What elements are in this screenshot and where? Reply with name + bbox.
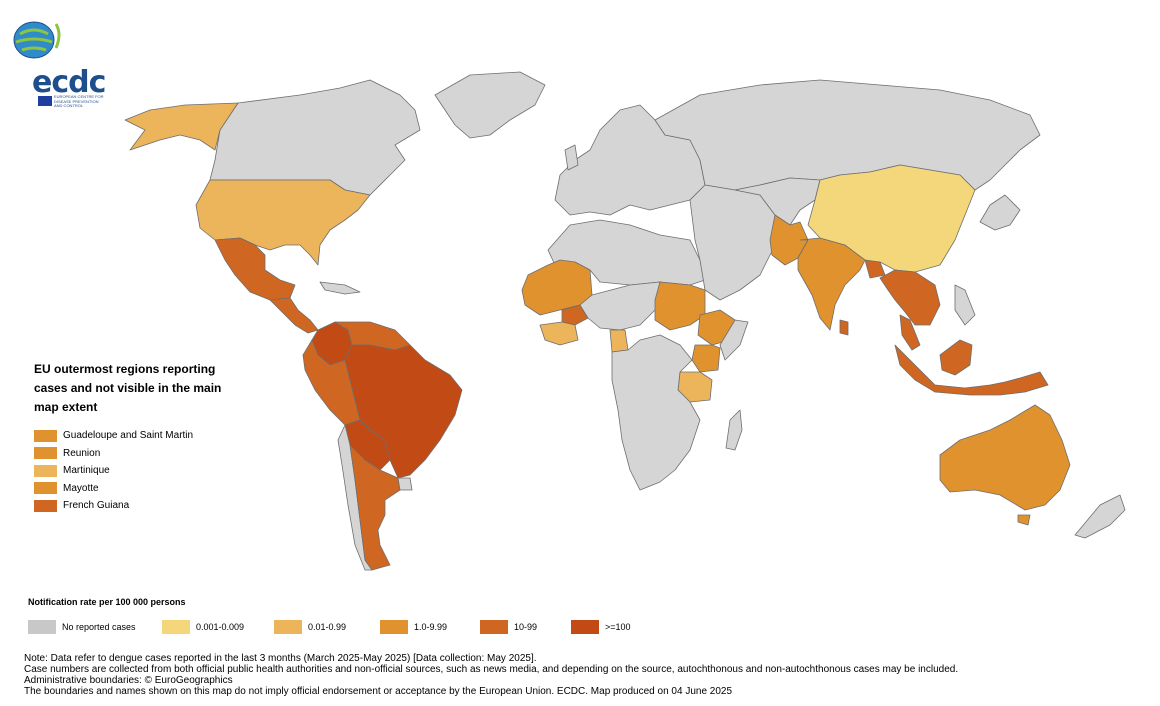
globe-icon bbox=[13, 21, 61, 59]
region-central-asia bbox=[734, 177, 821, 226]
region-new-zealand bbox=[1074, 494, 1126, 539]
region-indonesia bbox=[894, 344, 1049, 396]
legend-title: Notification rate per 100 000 persons bbox=[28, 597, 186, 607]
region-caribbean bbox=[319, 281, 361, 295]
outermost-item: French Guiana bbox=[34, 497, 234, 515]
region-china bbox=[807, 164, 976, 273]
region-brazil bbox=[344, 344, 463, 479]
region-greenland bbox=[434, 71, 546, 139]
outermost-label: Reunion bbox=[63, 447, 101, 459]
region-central-west-africa bbox=[579, 281, 661, 331]
legend-swatch bbox=[274, 620, 302, 634]
outermost-item: Reunion bbox=[34, 445, 234, 463]
legend-label: 10-99 bbox=[514, 622, 538, 632]
region-southern-africa bbox=[611, 334, 701, 491]
outermost-swatch bbox=[34, 482, 57, 495]
region-uk bbox=[564, 144, 579, 171]
outermost-regions-title: EU outermost regions reporting cases and… bbox=[34, 362, 222, 414]
outermost-swatch bbox=[34, 429, 57, 442]
legend-swatch bbox=[480, 620, 508, 634]
outermost-label: Mayotte bbox=[63, 482, 99, 494]
outermost-swatch bbox=[34, 499, 57, 512]
region-west-coast bbox=[539, 321, 579, 346]
note-line: Case numbers are collected from both off… bbox=[24, 664, 959, 675]
region-sudan bbox=[654, 281, 706, 331]
legend-item-1: 1.0-9.99 bbox=[380, 620, 447, 634]
legend-item-10: 10-99 bbox=[480, 620, 537, 634]
logo-wordmark: ecdc bbox=[32, 65, 106, 100]
note-line: The boundaries and names shown on this m… bbox=[24, 686, 733, 697]
region-philippines bbox=[954, 284, 976, 326]
legend-swatch bbox=[28, 620, 56, 634]
region-uruguay bbox=[397, 477, 413, 491]
region-madagascar bbox=[725, 409, 743, 451]
outermost-regions-panel: EU outermost regions reporting cases and… bbox=[34, 360, 234, 515]
legend: No reported cases 0.001-0.009 0.01-0.99 … bbox=[28, 620, 668, 636]
region-australia bbox=[939, 404, 1071, 511]
outermost-swatch bbox=[34, 447, 57, 460]
outermost-label: Martinique bbox=[63, 465, 110, 477]
region-somalia bbox=[719, 319, 749, 361]
region-burkina-faso bbox=[561, 304, 589, 326]
note-line: Note: Data refer to dengue cases reporte… bbox=[24, 653, 537, 664]
region-argentina bbox=[349, 444, 401, 571]
outermost-item: Guadeloupe and Saint Martin bbox=[34, 427, 234, 445]
region-alaska bbox=[124, 102, 239, 151]
legend-item-001: 0.01-0.99 bbox=[274, 620, 346, 634]
region-malay-peninsula bbox=[899, 314, 921, 351]
map-notes: Note: Data refer to dengue cases reporte… bbox=[24, 653, 958, 697]
region-central-america bbox=[269, 297, 319, 334]
region-malaysia-borneo bbox=[939, 339, 973, 376]
legend-label: 1.0-9.99 bbox=[414, 622, 448, 632]
region-sri-lanka bbox=[839, 319, 849, 336]
region-kenya bbox=[691, 344, 721, 373]
region-tasmania bbox=[1017, 514, 1031, 526]
legend-swatch bbox=[571, 620, 599, 634]
eu-flag-icon bbox=[38, 96, 52, 106]
legend-item-0001: 0.001-0.009 bbox=[162, 620, 244, 634]
note-line: Administrative boundaries: © EuroGeograp… bbox=[24, 675, 233, 686]
logo-subtitle: EUROPEAN CENTRE FOR DISEASE PREVENTION A… bbox=[54, 94, 104, 108]
legend-swatch bbox=[162, 620, 190, 634]
outermost-item: Mayotte bbox=[34, 480, 234, 498]
region-japan bbox=[979, 194, 1021, 231]
outermost-label: Guadeloupe and Saint Martin bbox=[63, 430, 194, 442]
legend-label: 0.01-0.99 bbox=[308, 622, 347, 632]
legend-label: 0.001-0.009 bbox=[196, 622, 245, 632]
legend-item-100: >=100 bbox=[571, 620, 631, 634]
legend-item-no-cases: No reported cases bbox=[28, 620, 136, 634]
region-southeast-asia bbox=[879, 269, 941, 326]
legend-label: No reported cases bbox=[62, 622, 136, 632]
legend-label: >=100 bbox=[605, 622, 631, 632]
region-canada bbox=[209, 79, 421, 196]
ecdc-logo: ecdc EUROPEAN CENTRE FOR DISEASE PREVENT… bbox=[10, 18, 106, 108]
legend-swatch bbox=[380, 620, 408, 634]
region-russia bbox=[654, 79, 1041, 191]
region-mexico bbox=[214, 237, 296, 301]
outermost-swatch bbox=[34, 464, 57, 477]
region-cameroon bbox=[609, 329, 629, 353]
outermost-item: Martinique bbox=[34, 462, 234, 480]
outermost-label: French Guiana bbox=[63, 500, 130, 512]
